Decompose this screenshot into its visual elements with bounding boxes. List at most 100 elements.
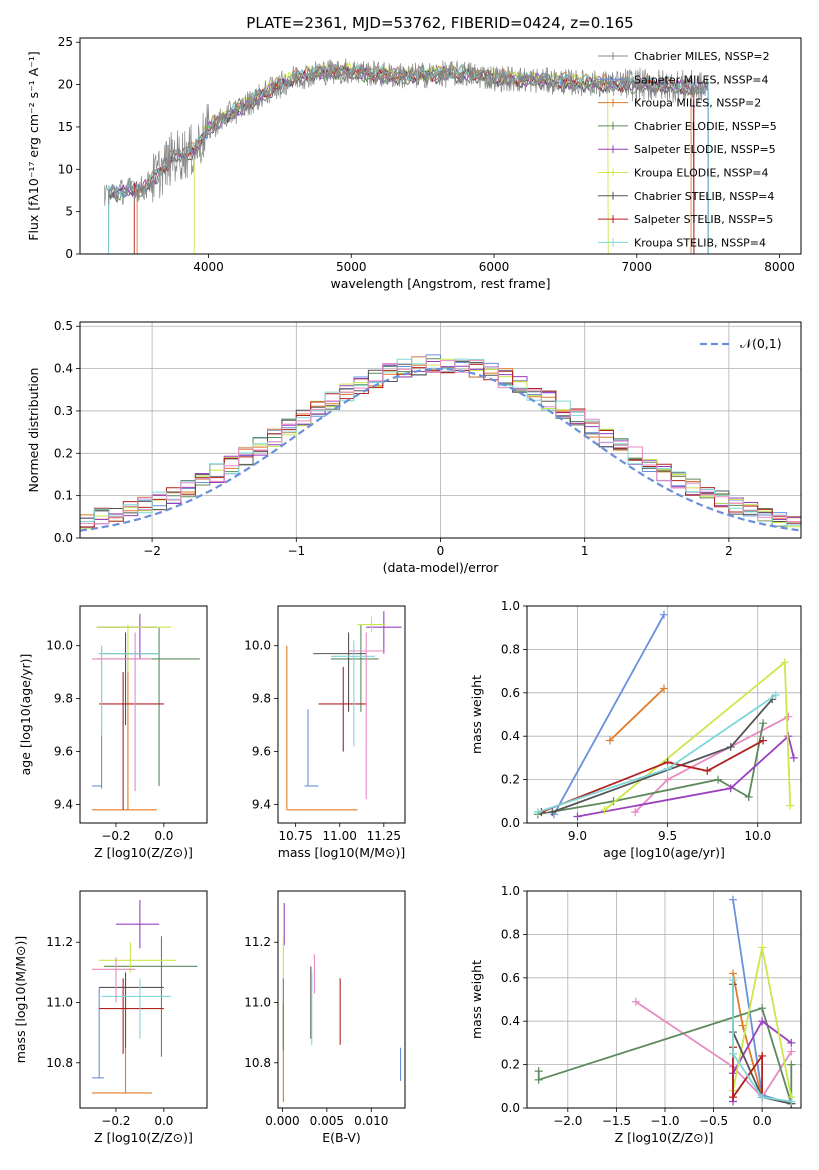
series-marker: [534, 1067, 543, 1076]
x-tick-label: −1.5: [602, 1114, 631, 1128]
y-tick-label: 11.2: [244, 935, 271, 949]
y-tick-label: 10.8: [244, 1056, 271, 1070]
y-tick-label: 5: [65, 205, 73, 219]
y-tick-label: 9.4: [54, 797, 73, 811]
data-point: [91, 978, 152, 1094]
y-tick-label: 0.2: [54, 446, 73, 460]
axes-frame: [79, 321, 802, 539]
plot-area: [534, 895, 796, 1108]
data-point: [115, 900, 160, 949]
series-marker: [786, 801, 795, 810]
series-marker: [573, 812, 582, 821]
series-marker: [663, 775, 672, 784]
series-marker: [771, 690, 780, 699]
x-tick-label: 10.75: [278, 829, 312, 843]
data-point: [313, 632, 367, 712]
y-axis-label: Flux [fλ10⁻¹⁷ erg cm⁻² s⁻¹ A⁻¹]: [26, 51, 41, 240]
x-axis-label: (data-model)/error: [383, 560, 500, 575]
data-point: [99, 978, 164, 1054]
data-point: [91, 957, 136, 1003]
axes-frame: [277, 890, 406, 1109]
y-axis-label: mass [log10(M/M⊙)]: [13, 936, 28, 1064]
data-point: [330, 640, 376, 747]
legend-label: Chabrier MILES, NSSP=2: [634, 50, 770, 63]
data-point: [99, 632, 160, 726]
axes-frame: [277, 605, 406, 824]
series-marker: [780, 658, 789, 667]
legend-label: Salpeter ELODIE, NSSP=5: [634, 143, 776, 156]
x-tick-label: 2: [725, 544, 733, 558]
x-axis-label: mass [log10(M/M⊙)]: [278, 845, 406, 860]
data-point: [304, 709, 319, 787]
series-marker: [631, 997, 640, 1006]
series-line: [732, 980, 792, 1103]
x-tick-label: 11.00: [323, 829, 357, 843]
series-marker: [758, 943, 767, 952]
series-marker: [534, 1075, 543, 1084]
legend-label: Salpeter MILES, NSSP=4: [634, 73, 768, 86]
y-tick-label: 0.8: [501, 642, 520, 656]
series-marker: [728, 1093, 737, 1102]
legend-label: Kroupa ELODIE, NSSP=4: [634, 167, 768, 180]
data-point: [101, 978, 172, 1039]
panel-age-vs-mass: 10.75 11.00 11.25 9.4 9.6 9.8 10.0 mass [log10(…: [244, 605, 406, 860]
figure-title: PLATE=2361, MJD=53762, FIBERID=0424, z=0…: [246, 14, 633, 32]
panel-mass-vs-Z: −0.2 0.0 10.8 11.0 11.2 Z [log10(Z/Z⊙)] mass […: [13, 890, 208, 1145]
x-tick-label: 5000: [336, 260, 367, 274]
axes-frame: [526, 605, 802, 824]
series-marker: [787, 1047, 796, 1056]
axes-frame: [79, 890, 208, 1109]
x-tick-label: −0.5: [699, 1114, 728, 1128]
series-marker: [789, 753, 798, 762]
legend: 𝒩(0,1): [700, 336, 782, 351]
axes-frame: [79, 605, 208, 824]
data-point: [286, 645, 358, 811]
series-marker: [660, 610, 668, 619]
series-marker: [605, 736, 614, 745]
data-point: [99, 645, 160, 736]
data-point: [99, 972, 164, 1048]
x-axis-label: wavelength [Angstrom, rest frame]: [330, 276, 550, 291]
x-tick-label: −1: [287, 544, 305, 558]
legend-label: Chabrier STELIB, NSSP=4: [634, 190, 774, 203]
x-tick-label: 11.25: [367, 829, 401, 843]
data-point: [357, 616, 386, 633]
y-tick-label: 0.6: [501, 971, 520, 985]
y-tick-label: 0.5: [54, 319, 73, 333]
x-tick-label: 4000: [193, 260, 224, 274]
series-marker: [758, 1051, 767, 1060]
legend-label: 𝒩(0,1): [740, 336, 782, 351]
series-line: [577, 734, 795, 818]
residual-histogram: [80, 356, 801, 525]
y-tick-label: 0.3: [54, 404, 73, 418]
axes-frame: [79, 37, 802, 255]
data-point: [366, 611, 402, 654]
data-spectrum-line: [103, 58, 709, 206]
y-tick-label: 10.0: [46, 639, 73, 653]
series-marker: [758, 1017, 767, 1026]
series-marker: [714, 775, 723, 784]
series-marker: [758, 1093, 767, 1102]
series-marker: [759, 736, 768, 745]
y-tick-label: 0.4: [54, 362, 73, 376]
x-tick-label: −2: [143, 544, 161, 558]
series-marker: [728, 975, 737, 984]
y-axis-label: age [log10(age/yr)]: [18, 654, 33, 776]
axes-frame: [526, 890, 802, 1109]
x-tick-label: 0.0: [753, 1114, 772, 1128]
y-tick-label: 9.6: [252, 745, 271, 759]
data-point: [330, 624, 379, 712]
series-marker: [663, 764, 672, 773]
series-marker: [703, 766, 712, 775]
legend-label: Salpeter STELIB, NSSP=5: [634, 213, 773, 226]
x-tick-label: −0.2: [101, 1114, 130, 1128]
y-axis-label: mass weight: [469, 960, 484, 1039]
y-tick-label: 10.8: [46, 1056, 73, 1070]
y-tick-label: 0.4: [501, 1014, 520, 1028]
series-line: [635, 1000, 793, 1099]
y-tick-label: 11.2: [46, 935, 73, 949]
x-axis-label: E(B-V): [322, 1130, 361, 1145]
x-axis-label: Z [log10(Z/Z⊙)]: [94, 1130, 193, 1145]
data-point: [91, 645, 103, 789]
model-spectrum-line: [108, 64, 709, 254]
